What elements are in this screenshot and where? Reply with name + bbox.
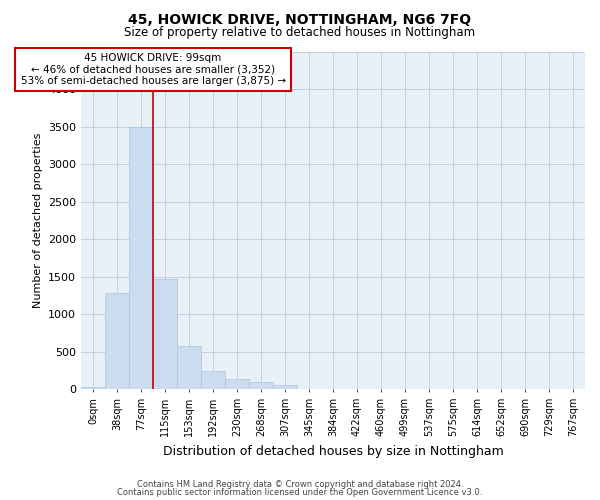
Text: 45 HOWICK DRIVE: 99sqm
← 46% of detached houses are smaller (3,352)
53% of semi-: 45 HOWICK DRIVE: 99sqm ← 46% of detached…: [20, 53, 286, 86]
Bar: [129, 126, 153, 389]
Y-axis label: Number of detached properties: Number of detached properties: [32, 132, 43, 308]
Bar: [273, 386, 297, 389]
Text: 45, HOWICK DRIVE, NOTTINGHAM, NG6 7FQ: 45, HOWICK DRIVE, NOTTINGHAM, NG6 7FQ: [128, 12, 472, 26]
X-axis label: Distribution of detached houses by size in Nottingham: Distribution of detached houses by size …: [163, 444, 503, 458]
Text: Contains public sector information licensed under the Open Government Licence v3: Contains public sector information licen…: [118, 488, 482, 497]
Bar: [201, 370, 225, 389]
Bar: [153, 279, 177, 389]
Bar: [249, 382, 273, 389]
Bar: [81, 387, 105, 389]
Bar: [225, 378, 249, 389]
Text: Contains HM Land Registry data © Crown copyright and database right 2024.: Contains HM Land Registry data © Crown c…: [137, 480, 463, 489]
Bar: [177, 346, 201, 389]
Bar: [105, 293, 129, 389]
Text: Size of property relative to detached houses in Nottingham: Size of property relative to detached ho…: [124, 26, 476, 39]
